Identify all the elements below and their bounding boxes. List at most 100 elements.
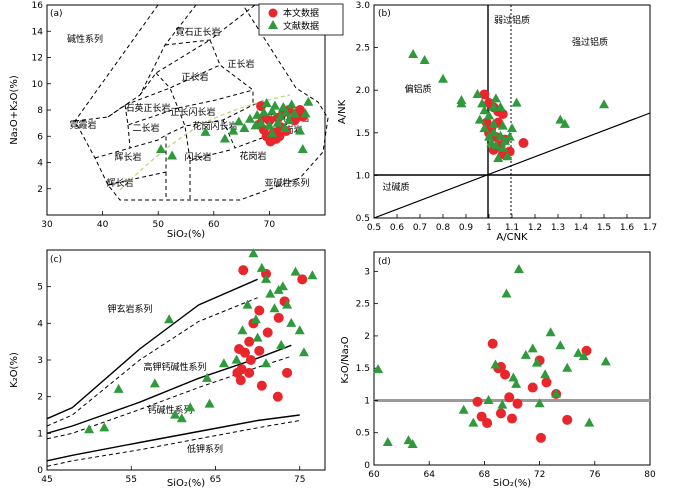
alkaline-subalkaline-divider (119, 94, 291, 191)
panel-c-ylabel: K₂O(%) (9, 352, 20, 388)
field-label: 钾玄岩系列 (107, 303, 152, 315)
data-point-literature (474, 114, 485, 124)
data-point-this-study (297, 274, 308, 285)
data-point-literature (265, 288, 276, 298)
field-label: 二长岩 (132, 122, 159, 134)
data-point-literature (497, 120, 508, 130)
data-point-literature (99, 422, 110, 432)
legend-label-this-study: 本文数据 (283, 7, 319, 19)
data-point-literature (290, 266, 301, 276)
series-boundary-line (46, 355, 292, 440)
x-tick-label: 70 (264, 220, 276, 230)
panel-a-field-labels: 碱性系列霓石正长岩正长岩正长岩碱长花岗岩花岗岩石英正长岩正长闪长岩花岗闪长岩二长… (67, 26, 310, 189)
tas-outer-boundary (74, 4, 329, 201)
data-point-this-study (507, 413, 517, 424)
data-point-literature (520, 349, 531, 359)
data-point-literature (472, 89, 483, 99)
data-point-literature (551, 388, 562, 398)
y-tick-label: 2 (37, 185, 43, 195)
data-point-literature (282, 299, 293, 309)
panel-a-fields (74, 4, 329, 201)
panel-d-frame (373, 251, 651, 466)
field-label: 正长闪长岩 (170, 106, 215, 118)
data-point-literature (493, 152, 504, 162)
panel-c-label: (c) (50, 255, 62, 265)
data-point-literature (277, 281, 288, 291)
tas-boundary-10 (94, 147, 131, 159)
data-point-literature (495, 130, 506, 140)
tas-boundary-3 (209, 39, 254, 105)
x-tick-label: 50 (152, 220, 164, 230)
x-tick-label: 0.6 (390, 223, 405, 233)
x-tick-label: 45 (41, 475, 52, 485)
field-label: 过碱质 (382, 181, 409, 193)
data-point-this-study (245, 355, 256, 365)
data-point-literature (502, 151, 513, 161)
data-point-literature (239, 122, 250, 132)
data-point-literature (407, 438, 418, 448)
x-tick-label: 1.2 (528, 223, 542, 233)
data-point-literature (297, 143, 308, 153)
data-point-literature (294, 125, 305, 135)
x-tick-label: 76 (589, 470, 601, 480)
data-point-literature (488, 118, 499, 128)
x-tick-label: 75 (294, 475, 305, 485)
y-tick-label: 10 (32, 80, 44, 90)
x-tick-label: 60 (208, 220, 220, 230)
data-point-literature (281, 107, 292, 117)
data-point-literature (508, 372, 519, 382)
data-point-literature (283, 115, 294, 125)
data-point-literature (307, 270, 318, 280)
data-point-literature (261, 273, 272, 283)
y-tick-label: 5 (37, 283, 43, 293)
series-boundary-line (46, 344, 292, 434)
data-point-literature (176, 413, 187, 423)
panel-d-label: (d) (378, 257, 391, 267)
data-point-literature (164, 314, 175, 324)
y-tick-label: 12 (32, 54, 43, 64)
data-point-literature (267, 128, 278, 138)
y-tick-label: 1.5 (356, 129, 370, 139)
data-point-literature (286, 317, 297, 327)
data-point-literature (578, 351, 589, 361)
tas-boundary-4 (139, 39, 211, 96)
data-point-literature (242, 299, 253, 309)
data-point-literature (155, 143, 166, 153)
legend-marker-this-study (268, 8, 278, 18)
data-point-literature (261, 98, 272, 108)
data-point-literature (573, 347, 584, 357)
data-point-literature (248, 248, 259, 258)
data-point-literature (483, 395, 494, 405)
data-point-literature (269, 303, 280, 313)
data-point-this-study (500, 369, 511, 380)
y-tick-label: 6 (37, 132, 43, 142)
data-point-this-study (262, 327, 273, 338)
data-point-literature (294, 325, 305, 335)
data-point-this-study (527, 382, 538, 393)
data-point-literature (286, 99, 297, 109)
data-point-this-study (273, 312, 284, 323)
data-point-literature (244, 113, 255, 123)
panel-c-points (84, 248, 318, 434)
data-point-this-study (254, 305, 265, 316)
data-point-literature (149, 378, 160, 388)
data-point-literature (599, 99, 609, 109)
data-point-literature (250, 120, 261, 130)
data-point-this-study (479, 89, 490, 100)
data-point-literature (167, 150, 178, 160)
y-tick-label: 16 (32, 1, 44, 11)
data-point-literature (200, 126, 211, 136)
data-point-literature (272, 117, 283, 127)
data-point-literature (264, 120, 275, 130)
tas-boundary-6 (107, 87, 254, 118)
data-point-this-study (244, 367, 255, 378)
y-tick-label: 4 (37, 319, 43, 329)
x-tick-label: 1.5 (597, 223, 611, 233)
data-point-literature (233, 116, 244, 126)
legend-label-literature: 文献数据 (283, 20, 319, 32)
data-point-literature (298, 347, 309, 357)
data-point-literature (276, 339, 287, 349)
data-point-literature (275, 111, 286, 121)
